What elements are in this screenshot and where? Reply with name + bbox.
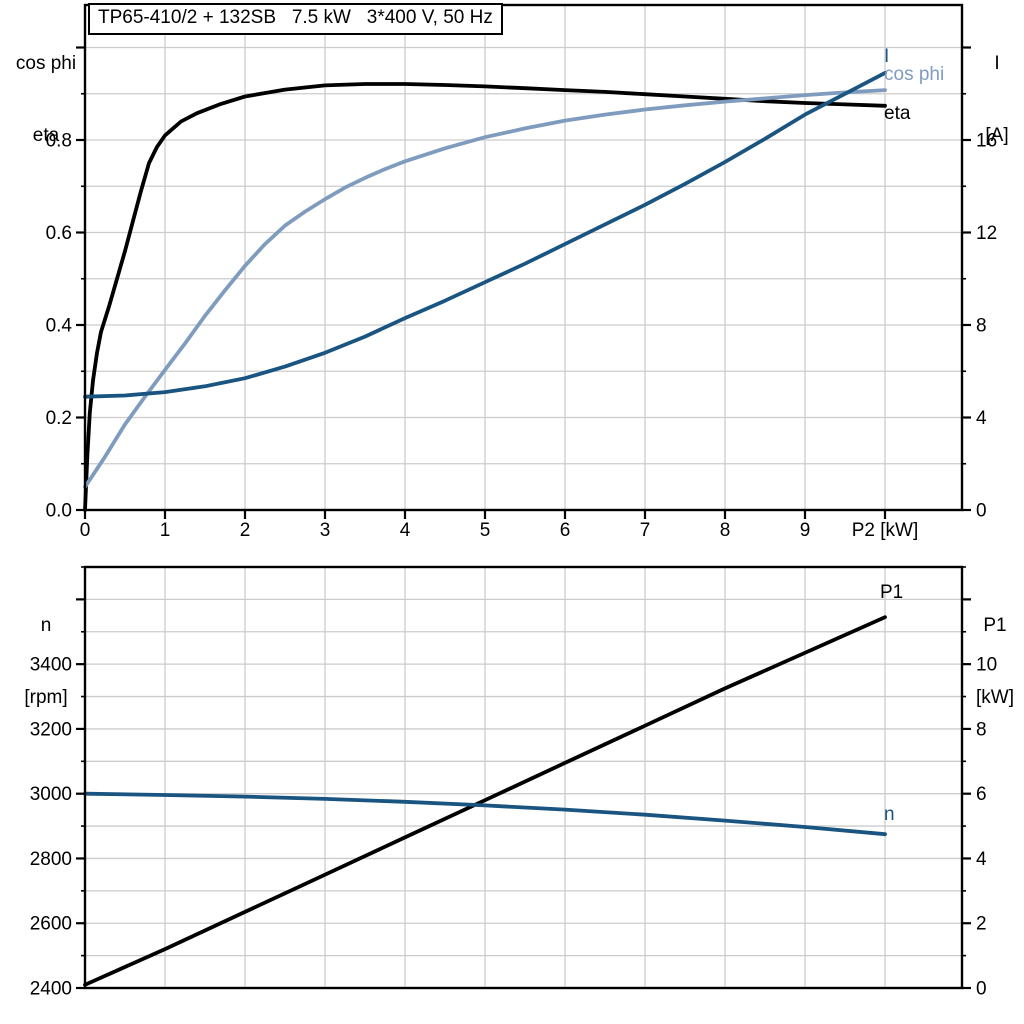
plot-border bbox=[83, 565, 964, 990]
x-tick-label: 8 bbox=[720, 520, 731, 541]
axis-header-current: I bbox=[994, 53, 1000, 74]
axis-header-rpm-unit: [rpm] bbox=[24, 687, 68, 708]
left-tick-label: 0.4 bbox=[46, 316, 73, 337]
top-left-axis-header: cos phi eta bbox=[8, 4, 84, 196]
left-tick-label: 0.8 bbox=[46, 131, 72, 152]
series-I bbox=[83, 71, 887, 399]
axis-header-kw-unit: [kW] bbox=[976, 687, 1014, 708]
x-axis-label: P2 [kW] bbox=[852, 520, 919, 541]
right-tick-label: 0 bbox=[976, 501, 987, 522]
right-tick-label: 4 bbox=[976, 849, 987, 870]
right-tick-label: 4 bbox=[976, 408, 987, 429]
axis-header-eta: eta bbox=[32, 125, 60, 146]
bottom-left-axis-header: n [rpm] bbox=[8, 566, 84, 758]
right-tick-label: 16 bbox=[976, 131, 997, 152]
left-tick-label: 2600 bbox=[30, 914, 72, 935]
right-tick-label: 0 bbox=[976, 979, 987, 1000]
bottom-right-axis-header: P1 [kW] bbox=[968, 566, 1022, 758]
x-tick-label: 7 bbox=[640, 520, 651, 541]
curve-label-cos-phi: cos phi bbox=[884, 64, 945, 85]
axis-header-ampere-unit: [A] bbox=[985, 125, 1009, 146]
right-tick-label: 8 bbox=[976, 316, 987, 337]
curve-label-n: n bbox=[884, 804, 895, 825]
right-tick-label: 8 bbox=[976, 719, 987, 740]
curve-label-eta: eta bbox=[884, 103, 911, 124]
curve-label-p1: P1 bbox=[880, 582, 904, 603]
right-tick-label: 2 bbox=[976, 914, 987, 935]
left-tick-label: 3200 bbox=[30, 719, 72, 740]
curve-label-current: I bbox=[884, 46, 890, 67]
plot-border bbox=[83, 3, 964, 512]
left-tick-label: 0.0 bbox=[46, 501, 72, 522]
axis-header-p1: P1 bbox=[983, 615, 1007, 636]
series-eta bbox=[83, 82, 887, 512]
axis-header-cos-phi: cos phi bbox=[15, 53, 77, 74]
series-P1 bbox=[83, 615, 887, 987]
top-right-axis-header: I [A] bbox=[972, 4, 1022, 196]
x-tick-label: 3 bbox=[320, 520, 331, 541]
left-tick-label: 2400 bbox=[30, 979, 72, 1000]
x-tick-label: 5 bbox=[480, 520, 491, 541]
x-tick-label: 4 bbox=[400, 520, 411, 541]
right-tick-label: 6 bbox=[976, 784, 987, 805]
right-tick-label: 10 bbox=[976, 655, 997, 676]
left-tick-label: 0.2 bbox=[46, 408, 72, 429]
left-tick-label: 0.6 bbox=[46, 223, 72, 244]
x-tick-label: 1 bbox=[160, 520, 171, 541]
left-tick-label: 3000 bbox=[30, 784, 72, 805]
x-tick-label: 2 bbox=[240, 520, 251, 541]
x-tick-label: 6 bbox=[560, 520, 571, 541]
series-cos-phi bbox=[83, 88, 887, 489]
left-tick-label: 2800 bbox=[30, 849, 72, 870]
left-tick-label: 3400 bbox=[30, 655, 72, 676]
series-n bbox=[83, 791, 887, 837]
x-tick-label: 9 bbox=[800, 520, 811, 541]
axis-header-n: n bbox=[40, 615, 52, 636]
chart-title: TP65-410/2 + 132SB 7.5 kW 3*400 V, 50 Hz bbox=[88, 3, 503, 35]
right-tick-label: 12 bbox=[976, 223, 997, 244]
x-tick-label: 0 bbox=[80, 520, 91, 541]
